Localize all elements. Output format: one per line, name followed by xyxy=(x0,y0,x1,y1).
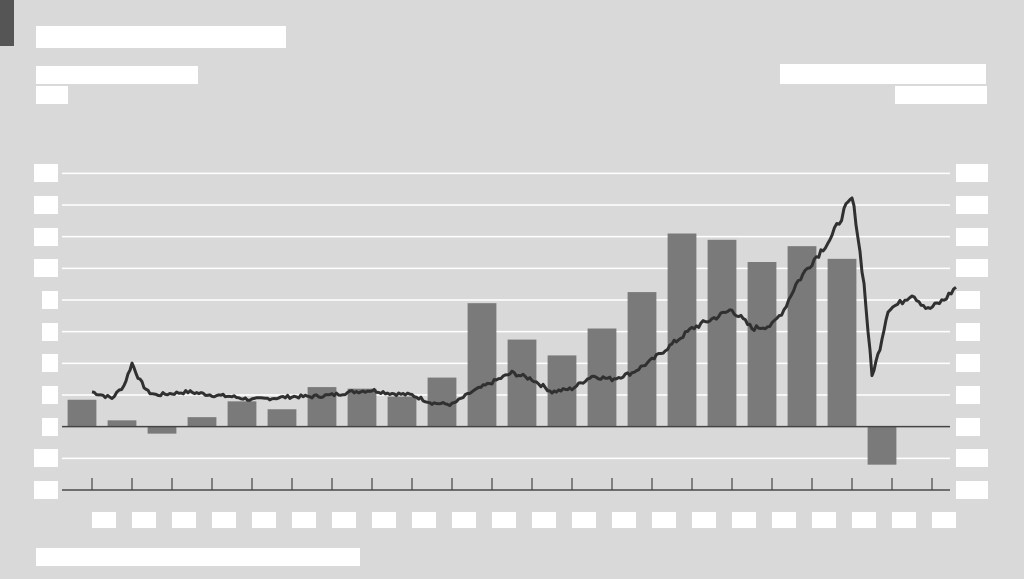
right-axis-subtitle xyxy=(780,64,986,84)
left-tick-label-10 xyxy=(34,164,58,183)
x-tick-label-4 xyxy=(252,512,276,528)
left-tick-label-2 xyxy=(42,417,58,436)
x-tick-label-14 xyxy=(652,512,676,528)
x-tick-label-20 xyxy=(892,512,916,528)
bar-11 xyxy=(507,339,537,427)
bar-16 xyxy=(707,239,737,427)
x-tick-label-6 xyxy=(332,512,356,528)
right-tick-label-4 xyxy=(956,354,980,373)
x-tick-label-15 xyxy=(692,512,716,528)
x-tick-label-2 xyxy=(172,512,196,528)
left-tick-label-9 xyxy=(34,196,58,214)
right-tick-label-10 xyxy=(956,164,988,183)
line-series xyxy=(91,196,957,408)
x-tick-label-18 xyxy=(812,512,836,528)
x-tick-label-19 xyxy=(852,512,876,528)
x-tick-label-10 xyxy=(492,512,516,528)
line-path xyxy=(91,196,957,408)
left-axis-unit xyxy=(36,86,68,104)
bar-2 xyxy=(147,426,177,434)
left-tick-label-1 xyxy=(34,449,58,468)
x-tick-label-8 xyxy=(412,512,436,528)
bar-4 xyxy=(227,401,257,427)
x-tick-label-17 xyxy=(772,512,796,528)
x-tick-label-3 xyxy=(212,512,236,528)
right-tick-label-3 xyxy=(956,386,980,404)
bar-20 xyxy=(867,426,897,465)
right-axis-unit xyxy=(895,86,987,104)
x-tick-label-12 xyxy=(572,512,596,528)
x-tick-label-11 xyxy=(532,512,556,528)
left-axis-subtitle xyxy=(36,66,198,84)
x-tick-label-7 xyxy=(372,512,396,528)
left-tick-label-7 xyxy=(34,259,58,278)
bar-1 xyxy=(107,420,137,427)
source-note xyxy=(36,548,360,566)
x-axis xyxy=(62,425,950,491)
x-tick-label-9 xyxy=(452,512,476,528)
bar-7 xyxy=(347,388,377,427)
x-tick-label-0 xyxy=(92,512,116,528)
left-tick-label-5 xyxy=(42,322,58,341)
bar-10 xyxy=(467,303,497,427)
chart-title xyxy=(36,26,286,48)
right-tick-label-5 xyxy=(956,322,980,341)
bar-17 xyxy=(747,262,777,427)
bar-19 xyxy=(827,258,857,427)
x-tick-label-1 xyxy=(132,512,156,528)
right-tick-label-8 xyxy=(956,227,988,246)
corner-marker xyxy=(0,0,14,46)
x-tick-label-16 xyxy=(732,512,756,528)
x-tick-label-21 xyxy=(932,512,956,528)
left-tick-label-3 xyxy=(42,386,58,404)
bar-0 xyxy=(67,399,97,427)
right-tick-label-1 xyxy=(956,449,988,468)
bar-8 xyxy=(387,396,417,427)
left-tick-label-8 xyxy=(34,227,58,246)
left-tick-label-0 xyxy=(34,481,58,499)
bar-15 xyxy=(667,233,697,427)
right-tick-label-9 xyxy=(956,196,988,214)
x-tick-label-13 xyxy=(612,512,636,528)
right-tick-label-0 xyxy=(956,481,988,499)
right-tick-label-2 xyxy=(956,417,980,436)
right-tick-label-6 xyxy=(956,291,980,309)
left-tick-label-6 xyxy=(42,291,58,309)
bar-5 xyxy=(267,409,297,427)
gridlines xyxy=(62,172,950,491)
bar-3 xyxy=(187,417,217,427)
x-tick-label-5 xyxy=(292,512,316,528)
right-tick-label-7 xyxy=(956,259,988,278)
left-tick-label-4 xyxy=(42,354,58,373)
